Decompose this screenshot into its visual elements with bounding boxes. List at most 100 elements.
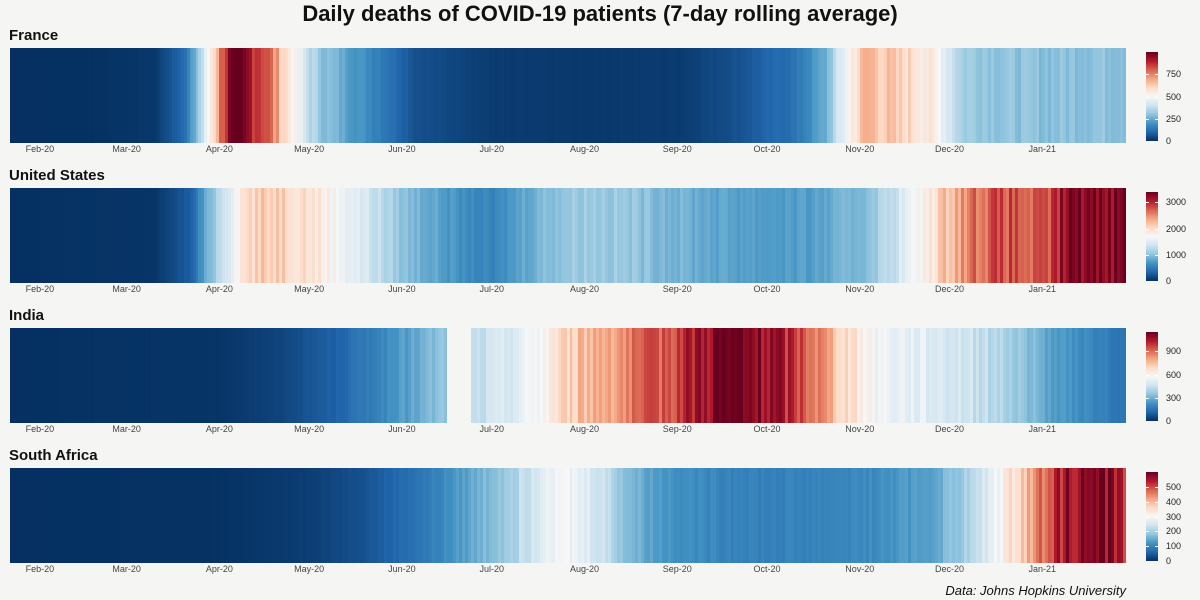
- heatmap-cell: [632, 48, 636, 143]
- heatmap-cell: [883, 188, 888, 283]
- heatmap-cell: [36, 468, 41, 563]
- heatmap-cell: [755, 328, 759, 423]
- heatmap-cell: [258, 48, 262, 143]
- heatmap-cell: [734, 188, 738, 283]
- heatmap-cell: [105, 188, 110, 283]
- x-tick-label: Sep-20: [662, 424, 692, 434]
- heatmap-cell: [671, 468, 675, 563]
- heatmap-cell: [482, 468, 487, 563]
- heatmap-cell: [817, 328, 822, 423]
- panel-title: France: [9, 27, 59, 44]
- heatmap-cell: [392, 328, 397, 423]
- heatmap-cell: [599, 468, 603, 563]
- color-scale-tick: [1155, 561, 1158, 562]
- heatmap-cell: [1048, 48, 1052, 143]
- heatmap-cell: [755, 188, 759, 283]
- heatmap-cell: [1108, 468, 1112, 563]
- heatmap-cell: [506, 48, 511, 143]
- heatmap-cell: [946, 328, 951, 423]
- heatmap-cell: [440, 328, 445, 423]
- heatmap-cell: [153, 328, 158, 423]
- heatmap-cell: [482, 328, 487, 423]
- heatmap-cell: [596, 48, 600, 143]
- heatmap-cell: [1033, 48, 1037, 143]
- heatmap-cell: [692, 48, 696, 143]
- heatmap-cell: [524, 328, 529, 423]
- heatmap-cell: [470, 328, 475, 423]
- heatmap-cell: [129, 48, 134, 143]
- heatmap-cell: [455, 188, 460, 283]
- heatmap-cell: [901, 328, 906, 423]
- heatmap-cell: [979, 48, 983, 143]
- heatmap-cell: [1060, 468, 1064, 563]
- heatmap-cell: [823, 48, 828, 143]
- heatmap-cell: [811, 188, 816, 283]
- heatmap-cell: [120, 328, 125, 423]
- heatmap-cell: [413, 468, 418, 563]
- heatmap-cell: [868, 328, 873, 423]
- heatmap-cell: [177, 468, 182, 563]
- heatmap-cell: [778, 468, 783, 563]
- heatmap-cell: [563, 188, 568, 283]
- heatmap-cell: [491, 188, 496, 283]
- heatmap-cell: [1027, 328, 1031, 423]
- heatmap-cell: [659, 48, 663, 143]
- heatmap-cell: [303, 468, 307, 563]
- heatmap-cell: [964, 48, 968, 143]
- heatmap-cell: [1033, 328, 1037, 423]
- heatmap-cell: [710, 328, 714, 423]
- heatmap-cell: [841, 48, 846, 143]
- x-tick-label: Apr-20: [205, 424, 233, 434]
- heatmap-cell: [572, 328, 577, 423]
- heatmap-cell: [1066, 188, 1070, 283]
- heatmap-cell: [120, 48, 125, 143]
- heatmap-cell: [464, 48, 469, 143]
- heatmap-cell: [746, 468, 750, 563]
- color-scale-label: 1000: [1166, 249, 1187, 260]
- heatmap-strip: [10, 48, 1126, 143]
- heatmap-cell: [210, 48, 215, 143]
- heatmap-cell: [698, 48, 702, 143]
- heatmap-cell: [961, 328, 966, 423]
- heatmap-cell: [1042, 468, 1046, 563]
- heatmap-cell: [488, 188, 493, 283]
- heatmap-cell: [434, 48, 439, 143]
- heatmap-cell: [1069, 328, 1073, 423]
- heatmap-cell: [940, 188, 945, 283]
- heatmap-cell: [126, 188, 131, 283]
- heatmap-cell: [404, 48, 409, 143]
- heatmap-cell: [817, 188, 822, 283]
- heatmap-cell: [1030, 48, 1034, 143]
- heatmap-cell: [530, 328, 535, 423]
- heatmap-cell: [33, 48, 38, 143]
- x-tick-label: Jun-20: [388, 144, 416, 154]
- heatmap-cell: [521, 48, 526, 143]
- heatmap-cell: [620, 188, 624, 283]
- heatmap-cell: [955, 468, 960, 563]
- heatmap-cell: [114, 188, 119, 283]
- heatmap-cell: [677, 188, 681, 283]
- heatmap-cell: [467, 328, 472, 423]
- heatmap-cell: [1057, 188, 1061, 283]
- heatmap-cell: [57, 468, 62, 563]
- heatmap-cell: [692, 188, 696, 283]
- heatmap-cell: [497, 48, 502, 143]
- heatmap-cell: [755, 468, 759, 563]
- heatmap-cell: [66, 468, 71, 563]
- heatmap-cell: [958, 48, 963, 143]
- heatmap-cell: [132, 188, 137, 283]
- heatmap-cell: [485, 328, 490, 423]
- heatmap-cell: [24, 188, 29, 283]
- heatmap-cell: [1111, 188, 1115, 283]
- heatmap-cell: [503, 48, 508, 143]
- heatmap-cell: [327, 328, 331, 423]
- heatmap-cell: [428, 48, 433, 143]
- heatmap-cell: [533, 48, 538, 143]
- heatmap-cell: [1015, 48, 1019, 143]
- heatmap-cell: [117, 188, 122, 283]
- heatmap-cell: [614, 188, 618, 283]
- panel-title: India: [9, 307, 45, 324]
- heatmap-cell: [312, 468, 316, 563]
- heatmap-cell: [734, 468, 738, 563]
- heatmap-cell: [294, 328, 298, 423]
